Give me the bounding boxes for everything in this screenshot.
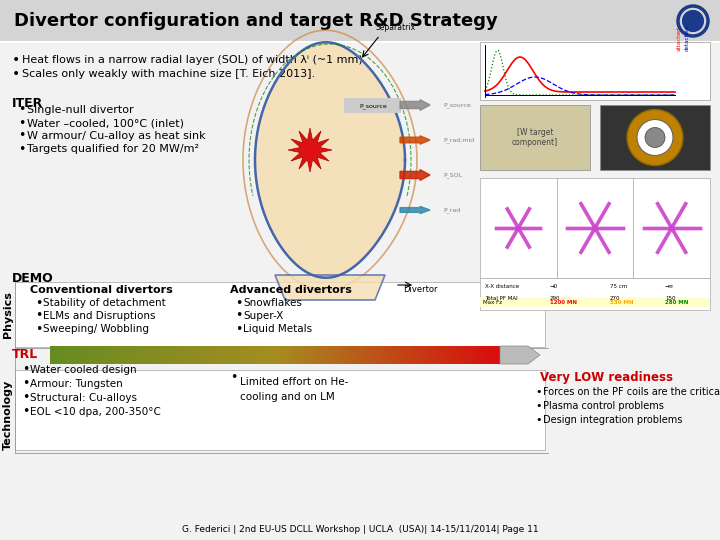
Text: Snowflakes: Snowflakes (243, 298, 302, 308)
Text: •: • (535, 387, 541, 397)
Bar (480, 178, 557, 278)
Text: W armour/ Cu-alloy as heat sink: W armour/ Cu-alloy as heat sink (27, 131, 206, 141)
Bar (0, 0, 720, 42)
Bar (480, 105, 590, 170)
Text: Liquid Metals: Liquid Metals (243, 324, 312, 334)
Text: 1200 MN: 1200 MN (550, 300, 577, 305)
Text: Separatrix: Separatrix (375, 23, 415, 32)
Polygon shape (275, 275, 385, 300)
Text: Water –cooled, 100°C (inlet): Water –cooled, 100°C (inlet) (27, 118, 184, 128)
Polygon shape (500, 346, 540, 364)
Polygon shape (255, 42, 405, 278)
Text: Conventional divertors: Conventional divertors (30, 285, 173, 295)
Text: Plasma control problems: Plasma control problems (543, 401, 664, 411)
Text: Max Fz: Max Fz (483, 300, 502, 305)
Text: [W target
component]: [W target component] (512, 128, 558, 147)
Text: •: • (535, 415, 541, 425)
Text: Very LOW readiness: Very LOW readiness (540, 372, 673, 384)
Text: EOL <10 dpa, 200-350°C: EOL <10 dpa, 200-350°C (30, 407, 161, 417)
Text: •: • (18, 117, 25, 130)
FancyArrow shape (400, 136, 430, 144)
Bar (634, 178, 710, 278)
Text: ELMs and Disruptions: ELMs and Disruptions (43, 311, 156, 321)
Text: •: • (230, 370, 238, 383)
Text: Physics: Physics (3, 292, 13, 339)
Circle shape (627, 110, 683, 165)
Text: Single-null divertor: Single-null divertor (27, 105, 134, 115)
Text: 75 cm: 75 cm (610, 284, 627, 288)
Text: Advanced divertors: Advanced divertors (230, 285, 352, 295)
Text: →∞: →∞ (665, 284, 674, 288)
Text: X-X distance: X-X distance (485, 284, 519, 288)
FancyArrow shape (400, 206, 430, 214)
Text: Heat flows in a narrow radial layer (SOL) of width λⁱ (~1 mm): Heat flows in a narrow radial layer (SOL… (22, 55, 363, 65)
Text: attached: attached (677, 26, 682, 51)
Text: Divertor configuration and target R&D Strategy: Divertor configuration and target R&D St… (14, 12, 498, 30)
Text: •: • (22, 406, 30, 419)
Text: •: • (235, 322, 243, 335)
Text: •: • (22, 363, 30, 376)
Text: Armour: Tungsten: Armour: Tungsten (30, 379, 122, 389)
Text: •: • (535, 401, 541, 411)
FancyArrow shape (400, 170, 430, 180)
Text: 290: 290 (550, 295, 560, 300)
Text: P_rad,mid: P_rad,mid (443, 137, 474, 143)
Text: Scales only weakly with machine size [T. Eich 2013].: Scales only weakly with machine size [T.… (22, 69, 315, 79)
Polygon shape (288, 128, 332, 172)
Bar (480, 42, 710, 100)
Text: Design integration problems: Design integration problems (543, 415, 683, 425)
Text: •: • (22, 377, 30, 390)
Circle shape (688, 16, 698, 26)
FancyBboxPatch shape (344, 98, 401, 113)
Text: P_source: P_source (359, 103, 387, 109)
Circle shape (645, 127, 665, 147)
Text: •: • (18, 143, 25, 156)
Text: Total PF MAI: Total PF MAI (485, 295, 518, 300)
Text: •: • (235, 309, 243, 322)
Text: 280 MN: 280 MN (665, 300, 688, 305)
FancyArrow shape (400, 99, 430, 110)
Bar (480, 297, 710, 307)
Text: →0: →0 (550, 284, 558, 288)
Text: Structural: Cu-alloys: Structural: Cu-alloys (30, 393, 137, 403)
Bar (600, 105, 710, 170)
Text: •: • (35, 322, 42, 335)
Bar (15, 282, 545, 347)
Text: •: • (12, 53, 20, 67)
Text: 270: 270 (610, 295, 621, 300)
Text: DEMO: DEMO (12, 272, 54, 285)
Text: P_source: P_source (443, 102, 471, 108)
Text: P_rad: P_rad (443, 207, 460, 213)
Text: •: • (18, 130, 25, 143)
Text: ITER: ITER (12, 97, 43, 110)
Text: •: • (35, 309, 42, 322)
Text: •: • (18, 104, 25, 117)
Text: Targets qualified for 20 MW/m²: Targets qualified for 20 MW/m² (27, 144, 199, 154)
Bar (557, 178, 634, 278)
Text: detached: detached (685, 25, 690, 51)
Text: Stability of detachment: Stability of detachment (43, 298, 166, 308)
Text: TRL: TRL (12, 348, 38, 361)
Text: Sweeping/ Wobbling: Sweeping/ Wobbling (43, 324, 149, 334)
Text: •: • (235, 296, 243, 309)
Text: P_SOL: P_SOL (443, 172, 462, 178)
Text: 530 MN: 530 MN (610, 300, 634, 305)
Text: Limited effort on He-
cooling and on LM: Limited effort on He- cooling and on LM (240, 377, 348, 402)
Text: •: • (12, 67, 20, 81)
Bar (480, 278, 710, 310)
Text: Super-X: Super-X (243, 311, 284, 321)
Text: G. Federici | 2nd EU-US DCLL Workshop | UCLA  (USA)| 14-15/11/2014| Page 11: G. Federici | 2nd EU-US DCLL Workshop | … (181, 525, 539, 535)
Circle shape (637, 119, 673, 156)
Text: •: • (22, 392, 30, 404)
Text: 150: 150 (665, 295, 675, 300)
Text: Forces on the PF coils are the critical issue: Forces on the PF coils are the critical … (543, 387, 720, 397)
Text: Divertor: Divertor (402, 286, 437, 294)
Text: •: • (35, 296, 42, 309)
Text: Technology: Technology (3, 380, 13, 450)
Text: Water cooled design: Water cooled design (30, 365, 137, 375)
Bar (15, 370, 545, 450)
